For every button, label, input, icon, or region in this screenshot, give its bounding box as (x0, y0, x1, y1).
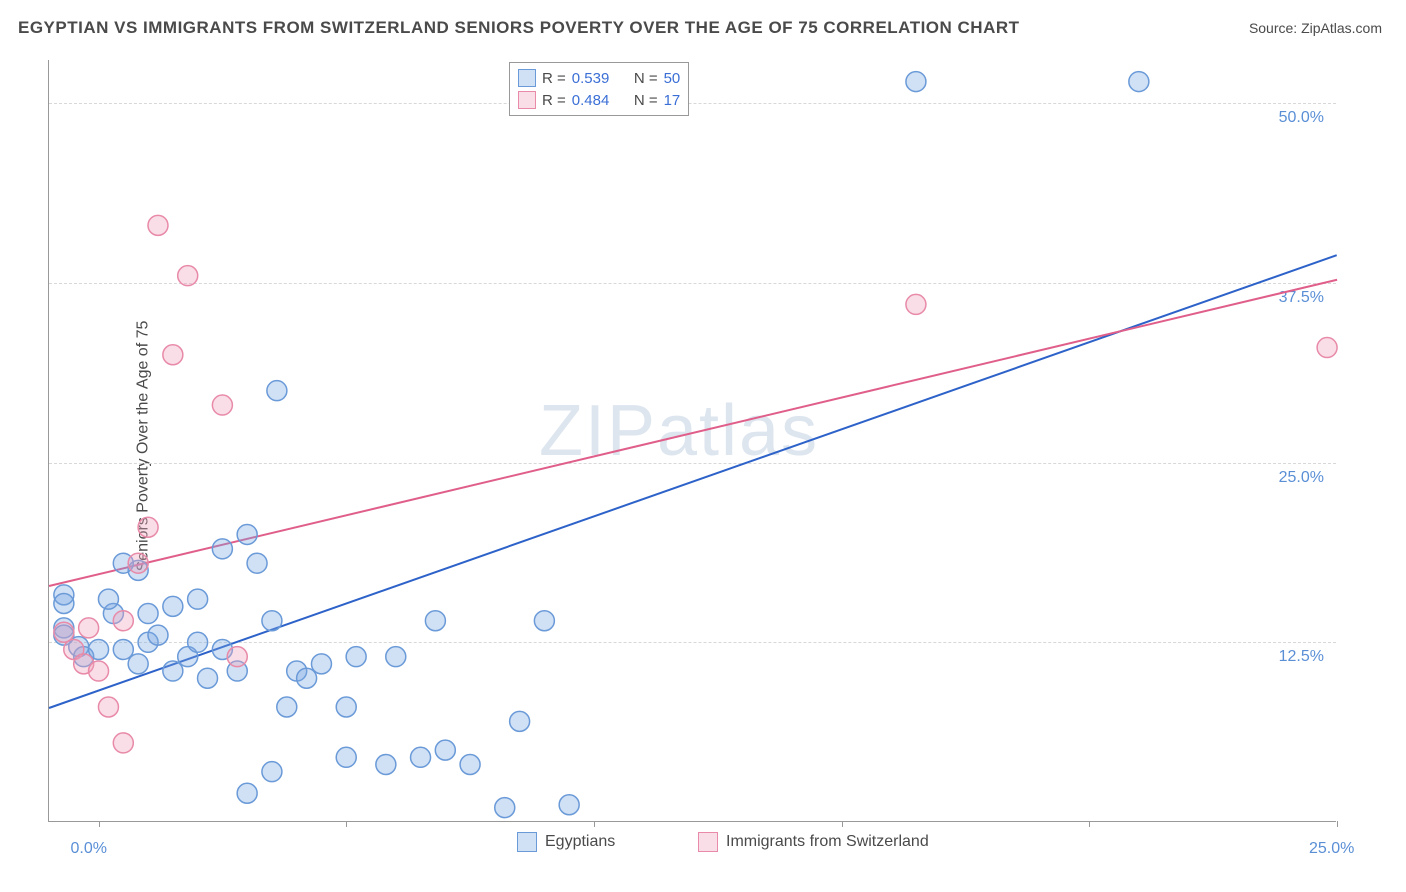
x-tick (99, 821, 100, 827)
data-point (163, 661, 183, 681)
source-label: Source: ZipAtlas.com (1249, 20, 1382, 36)
x-tick-label: 0.0% (71, 840, 107, 858)
data-point (247, 553, 267, 573)
data-point (376, 754, 396, 774)
data-point (163, 345, 183, 365)
data-point (98, 697, 118, 717)
x-tick (594, 821, 595, 827)
legend-swatch (517, 832, 537, 852)
r-label: R = (542, 92, 566, 109)
chart-title: EGYPTIAN VS IMMIGRANTS FROM SWITZERLAND … (18, 18, 1020, 38)
legend-row: R = 0.484 N = 17 (518, 89, 680, 111)
data-point (460, 754, 480, 774)
r-value: 0.539 (572, 70, 610, 87)
data-point (336, 747, 356, 767)
data-point (113, 733, 133, 753)
data-point (212, 395, 232, 415)
data-point (906, 294, 926, 314)
data-point (178, 266, 198, 286)
data-point (386, 647, 406, 667)
x-tick-label: 25.0% (1309, 840, 1354, 858)
x-tick (842, 821, 843, 827)
n-label: N = (634, 70, 658, 87)
data-point (297, 668, 317, 688)
data-point (267, 381, 287, 401)
data-point (148, 625, 168, 645)
legend-swatch (518, 69, 536, 87)
data-point (411, 747, 431, 767)
data-point (79, 618, 99, 638)
data-point (198, 668, 218, 688)
n-value: 17 (664, 92, 681, 109)
data-point (559, 795, 579, 815)
data-point (138, 517, 158, 537)
legend-correlation: R = 0.539 N = 50 R = 0.484 N = 17 (509, 62, 689, 116)
r-label: R = (542, 70, 566, 87)
legend-swatch (518, 91, 536, 109)
data-point (89, 639, 109, 659)
r-value: 0.484 (572, 92, 610, 109)
data-point (128, 553, 148, 573)
plot-area: 12.5%25.0%37.5%50.0%0.0%25.0%ZIPatlas R … (48, 60, 1336, 822)
data-point (227, 647, 247, 667)
data-point (1317, 338, 1337, 358)
data-point (336, 697, 356, 717)
legend-row: R = 0.539 N = 50 (518, 67, 680, 89)
data-point (89, 661, 109, 681)
data-point (148, 215, 168, 235)
data-point (262, 611, 282, 631)
n-label: N = (634, 92, 658, 109)
data-point (113, 639, 133, 659)
data-point (1129, 72, 1149, 92)
data-point (495, 798, 515, 818)
data-point (188, 589, 208, 609)
x-tick (1337, 821, 1338, 827)
data-point (906, 72, 926, 92)
data-point (510, 711, 530, 731)
data-point (346, 647, 366, 667)
legend-swatch (698, 832, 718, 852)
data-point (534, 611, 554, 631)
data-point (311, 654, 331, 674)
data-point (54, 593, 74, 613)
data-point (138, 604, 158, 624)
data-point (262, 762, 282, 782)
data-point (425, 611, 445, 631)
data-point (128, 654, 148, 674)
data-point (163, 596, 183, 616)
x-tick (346, 821, 347, 827)
x-tick (1089, 821, 1090, 827)
data-point (212, 539, 232, 559)
data-point (188, 632, 208, 652)
legend-label: Egyptians (545, 833, 615, 851)
data-point (435, 740, 455, 760)
data-point (98, 589, 118, 609)
scatter-points (49, 60, 1336, 821)
data-point (113, 611, 133, 631)
legend-label: Immigrants from Switzerland (726, 833, 929, 851)
data-point (237, 783, 257, 803)
data-point (237, 524, 257, 544)
legend-series: Egyptians (517, 832, 615, 852)
n-value: 50 (664, 70, 681, 87)
legend-series: Immigrants from Switzerland (698, 832, 929, 852)
data-point (277, 697, 297, 717)
